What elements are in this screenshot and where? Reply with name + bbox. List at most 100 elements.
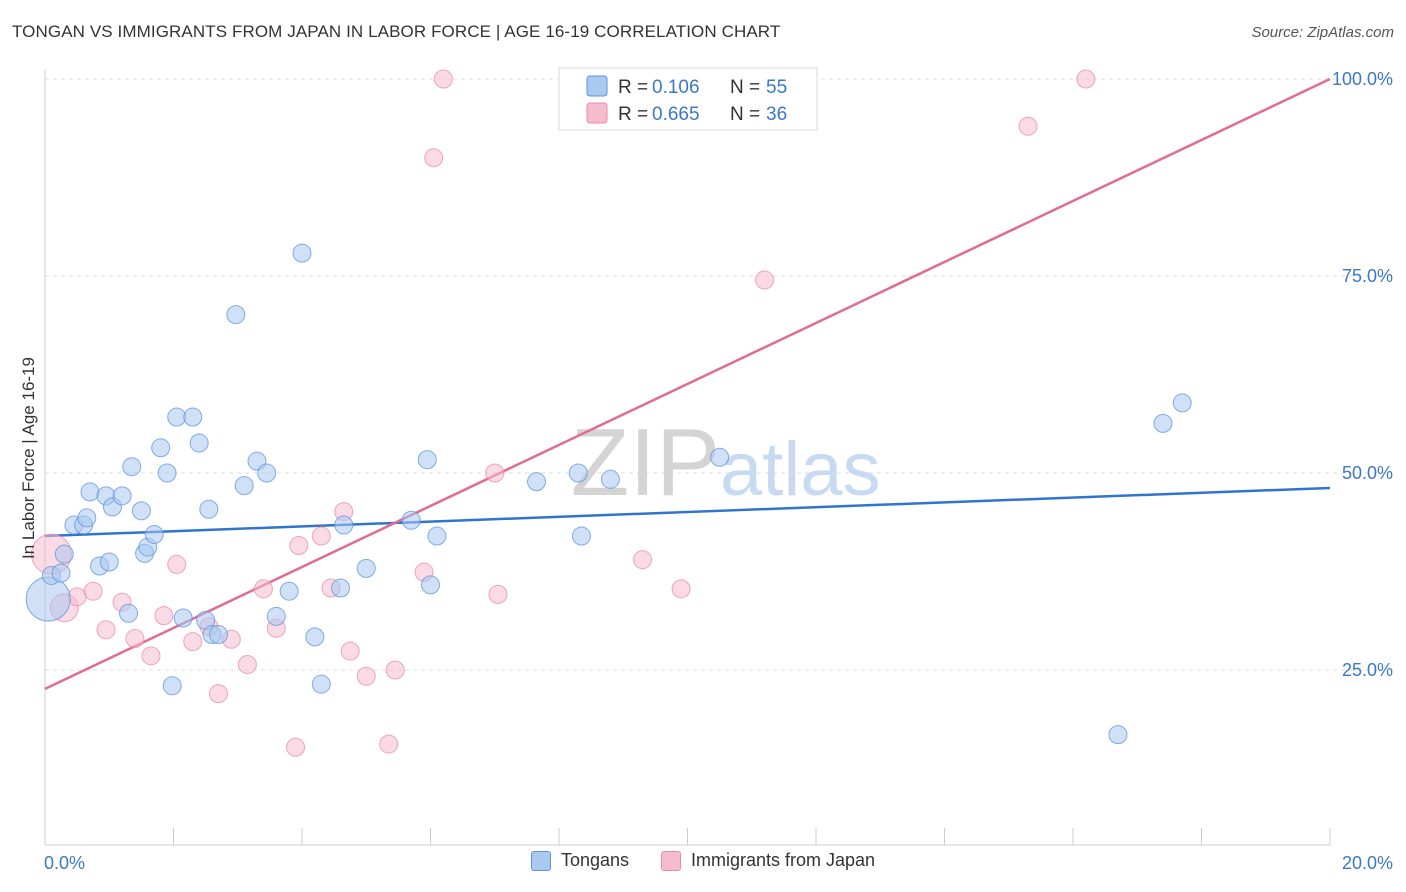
point-tongans <box>122 457 142 477</box>
point-tongans <box>427 526 447 546</box>
point-tongans <box>226 305 246 325</box>
y-axis-label: In Labor Force | Age 16-19 <box>19 357 38 559</box>
point-tongans <box>80 482 100 502</box>
point-japan <box>379 734 399 754</box>
legend-label-japan: Immigrants from Japan <box>691 850 876 870</box>
point-japan <box>253 579 273 599</box>
tongans-legend-swatch <box>530 850 551 871</box>
point-japan <box>433 69 453 89</box>
watermark-zip: ZIP <box>571 409 720 516</box>
point-tongans <box>54 544 74 564</box>
point-tongans <box>421 575 440 595</box>
point-tongans <box>189 433 209 453</box>
point-tongans <box>257 463 277 483</box>
point-tongans <box>199 499 219 519</box>
tongans-swatch <box>586 75 608 97</box>
point-tongans <box>568 463 588 483</box>
point-tongans <box>527 472 547 492</box>
point-tongans <box>279 581 299 601</box>
point-japan <box>311 526 331 546</box>
legend-r-value-japan: 0.665 <box>652 104 700 125</box>
chart-title: TONGAN VS IMMIGRANTS FROM JAPAN IN LABOR… <box>12 22 781 41</box>
point-tongans <box>234 476 254 496</box>
point-tongans <box>1172 393 1192 413</box>
point-japan <box>67 587 87 607</box>
y-tick-label: 25.0% <box>1342 660 1393 680</box>
point-tongans <box>311 674 331 694</box>
point-tongans <box>417 450 437 470</box>
point-japan <box>755 270 775 290</box>
point-japan <box>167 554 187 574</box>
tick-labels: 25.0% 50.0% 75.0% 100.0% 0.0% 20.0% <box>44 69 1393 873</box>
legend-r-label-japan: R = <box>618 104 648 125</box>
point-tongans <box>51 563 71 583</box>
point-tongans <box>157 463 177 483</box>
trend-line-japan <box>44 77 1331 691</box>
point-tongans <box>266 606 286 626</box>
point-japan <box>141 646 161 666</box>
point-tongans <box>292 243 312 263</box>
point-tongans <box>305 627 325 647</box>
point-japan <box>183 632 203 652</box>
point-tongans <box>401 510 421 530</box>
watermark-atlas: atlas <box>720 427 881 512</box>
grid-lines <box>45 78 1392 671</box>
point-japan <box>96 620 116 640</box>
point-japan <box>125 628 145 648</box>
point-japan <box>286 737 306 757</box>
legend-n-value-tongans: 55 <box>766 77 787 98</box>
point-tongans <box>167 407 187 427</box>
point-japan <box>485 463 505 483</box>
point-japan <box>208 684 228 704</box>
series-legend: Tongans Immigrants from Japan <box>0 850 1406 871</box>
y-tick-label: 75.0% <box>1342 266 1393 286</box>
point-japan <box>237 654 257 674</box>
trend-line-tongans <box>44 486 1331 538</box>
x-tick-label-min: 0.0% <box>44 853 85 873</box>
data-points <box>25 69 1192 757</box>
point-japan <box>633 550 653 570</box>
point-tongans <box>356 558 376 578</box>
point-tongans <box>99 552 119 572</box>
point-tongans <box>112 486 132 506</box>
point-japan <box>385 660 405 680</box>
stats-legend: R = 0.106 N = 55 R = 0.665 N = 36 <box>558 67 818 131</box>
source-label: Source: ZipAtlas.com <box>1251 24 1394 41</box>
point-japan <box>356 666 376 686</box>
legend-r-value-tongans: 0.106 <box>652 77 700 98</box>
point-tongans <box>1153 413 1173 433</box>
point-tongans <box>144 524 164 544</box>
point-japan <box>424 148 444 168</box>
japan-legend-swatch <box>661 850 681 871</box>
legend-n-value-japan: 36 <box>766 104 787 125</box>
point-tongans <box>1108 725 1128 745</box>
point-japan <box>340 641 360 661</box>
point-tongans <box>77 508 97 528</box>
point-tongans <box>183 407 203 427</box>
legend-item-tongans[interactable]: Tongans <box>530 850 629 871</box>
point-japan <box>83 581 103 601</box>
legend-item-japan[interactable]: Immigrants from Japan <box>661 850 875 871</box>
legend-label-tongans: Tongans <box>560 850 629 870</box>
point-tongans <box>162 676 182 696</box>
point-japan <box>289 535 309 555</box>
point-tongans <box>208 625 228 645</box>
x-tick-label-max: 20.0% <box>1342 853 1393 873</box>
y-tick-label: 50.0% <box>1342 463 1393 483</box>
legend-r-label-tongans: R = <box>618 77 648 98</box>
point-japan <box>1018 116 1038 136</box>
point-japan <box>1076 69 1096 89</box>
legend-n-label-japan: N = <box>730 104 760 125</box>
point-tongans <box>331 578 351 598</box>
point-tongans <box>600 469 620 489</box>
point-japan <box>154 606 174 626</box>
point-tongans <box>173 608 193 628</box>
point-tongans <box>119 603 139 623</box>
axes <box>44 70 1331 846</box>
point-japan <box>671 579 691 599</box>
point-tongans <box>710 447 730 467</box>
point-tongans <box>334 515 354 535</box>
y-tick-label: 100.0% <box>1332 69 1393 89</box>
japan-swatch <box>586 102 608 124</box>
